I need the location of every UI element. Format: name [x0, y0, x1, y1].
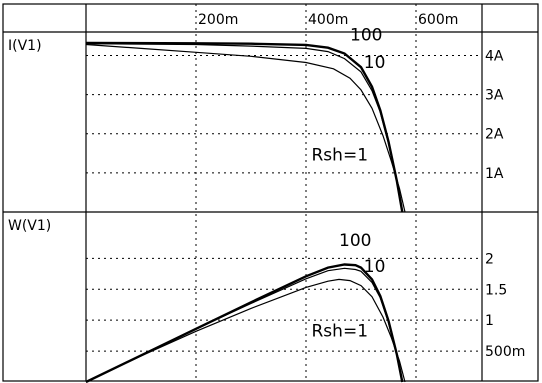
curve-annotation: 100	[339, 231, 371, 251]
panel-label: I(V1)	[8, 38, 42, 54]
x-tick-label: 400m	[308, 12, 348, 28]
y-tick-label: 500m	[485, 344, 525, 360]
y-tick-label: 4A	[485, 48, 504, 64]
y-tick-label: 2	[485, 251, 494, 267]
x-tick-label: 200m	[198, 12, 238, 28]
x-tick-label: 600m	[418, 12, 458, 28]
series-line	[85, 267, 403, 383]
curve-annotation: 10	[364, 53, 386, 73]
series-line	[85, 43, 406, 213]
y-tick-label: 1A	[485, 166, 504, 182]
curve-annotation: 100	[350, 26, 382, 46]
y-tick-label: 2A	[485, 127, 504, 143]
y-tick-label: 1	[485, 313, 494, 329]
chart-frame	[2, 3, 539, 382]
curve-annotation: 10	[364, 257, 386, 277]
y-tick-label: 1.5	[485, 282, 507, 298]
y-tick-label: 3A	[485, 88, 504, 104]
panel-label: W(V1)	[8, 218, 51, 234]
series-line	[85, 43, 403, 213]
curve-annotation: Rsh=1	[312, 321, 369, 341]
series-line	[85, 278, 406, 383]
series-line	[85, 41, 404, 213]
curve-annotation: Rsh=1	[312, 145, 369, 165]
